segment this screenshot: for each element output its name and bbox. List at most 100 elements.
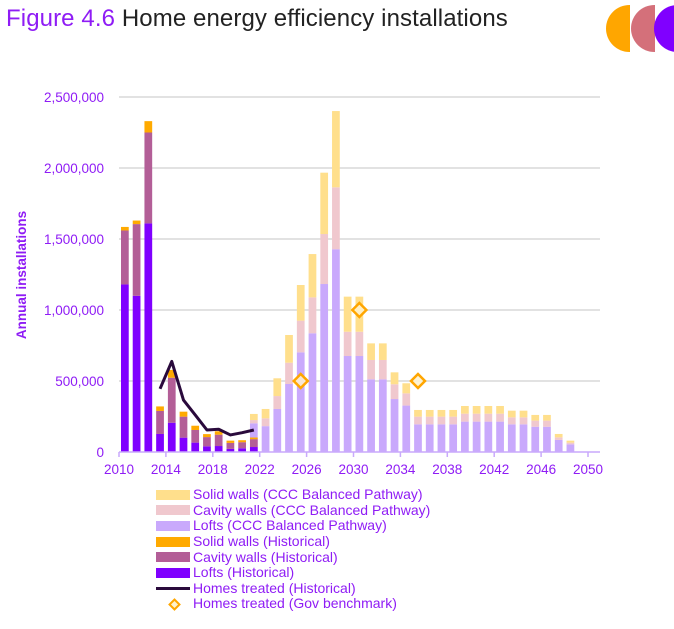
historical-bar-cavity-historical <box>249 439 258 448</box>
historical-bar-lofts-historical <box>179 437 188 452</box>
pathway-bar-solid-pathway <box>402 383 411 394</box>
pathway-bar-lofts-pathway <box>402 405 411 452</box>
legend-label: Homes treated (Gov benchmark) <box>193 595 397 612</box>
historical-bar-cavity-historical <box>156 410 164 434</box>
pathway-bar-lofts-pathway <box>531 426 540 452</box>
x-tick-label: 2026 <box>292 462 322 477</box>
pathway-bar-solid-pathway <box>249 413 258 421</box>
legend-swatch <box>156 567 190 578</box>
benchmark-diamond-marker <box>291 372 310 390</box>
historical-bar-lofts-historical <box>132 295 141 452</box>
chart: 0 500,000 1,000,000 1,500,000 2,000,000 2,500… <box>14 90 603 477</box>
pathway-bar-solid-pathway <box>261 408 270 419</box>
pathway-bar-lofts-pathway <box>461 421 469 452</box>
legend-item: Cavity walls (CCC Balanced Pathway) <box>156 501 431 519</box>
pathway-bar-lofts-pathway <box>484 421 493 452</box>
historical-bar-solid-historical <box>156 406 164 411</box>
pathway-bar-cavity-pathway <box>355 331 364 357</box>
historical-bar-solid-historical <box>167 369 176 378</box>
pathway-bar-cavity-pathway <box>449 416 458 425</box>
historical-bar-solid-historical <box>238 440 246 443</box>
legend-label: Cavity walls (CCC Balanced Pathway) <box>193 501 431 518</box>
pathway-bar-lofts-pathway <box>308 333 317 452</box>
historical-bar-solid-historical <box>214 431 223 435</box>
x-tick-label: 2050 <box>573 462 603 477</box>
legend-label: Homes treated (Historical) <box>193 579 356 596</box>
legend-diamond-icon <box>156 599 190 609</box>
benchmark-diamond-marker <box>350 301 369 319</box>
pathway-bar-cavity-pathway <box>496 413 504 422</box>
historical-bar-lofts-historical <box>144 223 153 452</box>
homes-treated-line-group <box>158 359 255 437</box>
historical-bar-lofts-historical <box>226 448 235 452</box>
historical-bar-cavity-historical <box>167 377 176 423</box>
y-tick-label: 0 <box>96 445 104 460</box>
pathway-bar-cavity-pathway <box>472 413 481 422</box>
historical-bar-cavity-historical <box>144 132 153 224</box>
pathway-bar-solid-pathway <box>472 405 481 414</box>
historical-bar-cavity-historical <box>132 224 141 296</box>
pathway-bar-lofts-pathway <box>449 424 458 452</box>
pathway-bar-lofts-pathway <box>496 421 504 452</box>
pathway-bar-solid-pathway <box>484 405 493 414</box>
pathway-bar-cavity-pathway <box>531 420 540 427</box>
historical-bar-cavity-historical <box>203 437 211 447</box>
logo-purple-half-circle <box>654 5 674 52</box>
historical-bar-solid-historical <box>144 121 153 133</box>
x-axis-ticks: 2010 2014 2018 2022 2026 2030 2034 2038 2042 2046… <box>104 452 603 477</box>
pathway-bar-solid-pathway <box>543 414 551 421</box>
historical-bar-lofts-historical <box>249 447 258 452</box>
pathway-bar-lofts-pathway <box>285 383 293 452</box>
pathway-bar-solid-pathway <box>390 372 399 385</box>
pathway-bar-cavity-pathway <box>402 393 411 406</box>
pathway-bar-cavity-pathway <box>332 187 340 250</box>
x-tick-label: 2034 <box>385 462 416 477</box>
pathway-bars <box>249 111 575 452</box>
legend-item: Homes treated (Gov benchmark) <box>156 596 430 612</box>
pathway-bar-cavity-pathway <box>273 396 282 409</box>
historical-bar-cavity-historical <box>191 429 200 443</box>
historical-bar-solid-historical <box>249 437 258 440</box>
pathway-bar-lofts-pathway <box>390 399 399 452</box>
pathway-bar-lofts-pathway <box>320 284 329 452</box>
pathway-bar-solid-pathway <box>378 343 387 360</box>
pathway-bar-solid-pathway <box>343 296 352 332</box>
figure-title: Figure 4.6 Home energy efficiency instal… <box>6 4 508 34</box>
pathway-bar-lofts-pathway <box>296 352 305 452</box>
pathway-bar-cavity-pathway <box>414 416 422 425</box>
pathway-bar-solid-pathway <box>554 433 563 438</box>
x-tick-label: 2030 <box>338 462 368 477</box>
pathway-bar-cavity-pathway <box>566 442 575 445</box>
historical-bar-cavity-historical <box>214 434 223 447</box>
figure-number: Figure 4.6 <box>6 5 116 32</box>
historical-bar-solid-historical <box>191 425 200 430</box>
pathway-bar-lofts-pathway <box>273 408 282 452</box>
pathway-bar-lofts-pathway <box>367 379 375 452</box>
pathway-bar-solid-pathway <box>461 405 469 414</box>
pathway-bar-cavity-pathway <box>343 331 352 357</box>
legend-item: Solid walls (CCC Balanced Pathway) <box>156 487 430 503</box>
historical-bar-lofts-historical <box>203 446 211 452</box>
pathway-bar-cavity-pathway <box>390 384 399 400</box>
legend-swatch <box>156 520 190 531</box>
pathway-bar-cavity-pathway <box>320 234 329 285</box>
figure-title-text: Home energy efficiency installations <box>121 5 508 32</box>
pathway-bar-cavity-pathway <box>249 420 258 424</box>
pathway-bar-solid-pathway <box>273 378 282 397</box>
pathway-bar-lofts-pathway <box>472 421 481 452</box>
pathway-bar-lofts-pathway <box>437 424 446 452</box>
legend: Solid walls (CCC Balanced Pathway) Cavity… <box>156 487 430 612</box>
pathway-bar-lofts-pathway <box>566 444 575 452</box>
pathway-bar-cavity-pathway <box>285 362 293 384</box>
pathway-bar-solid-pathway <box>425 409 434 417</box>
historical-bar-cavity-historical <box>179 416 188 438</box>
historical-bar-solid-historical <box>226 440 235 443</box>
pathway-bar-cavity-pathway <box>484 413 493 422</box>
pathway-bar-cavity-pathway <box>308 297 317 334</box>
legend-item: Lofts (CCC Balanced Pathway) <box>156 518 430 534</box>
pathway-bar-lofts-pathway <box>507 424 516 452</box>
historical-bar-cavity-historical <box>238 442 246 449</box>
legend-swatch <box>156 505 190 516</box>
x-tick-label: 2042 <box>479 462 509 477</box>
pathway-bar-cavity-pathway <box>296 320 305 353</box>
